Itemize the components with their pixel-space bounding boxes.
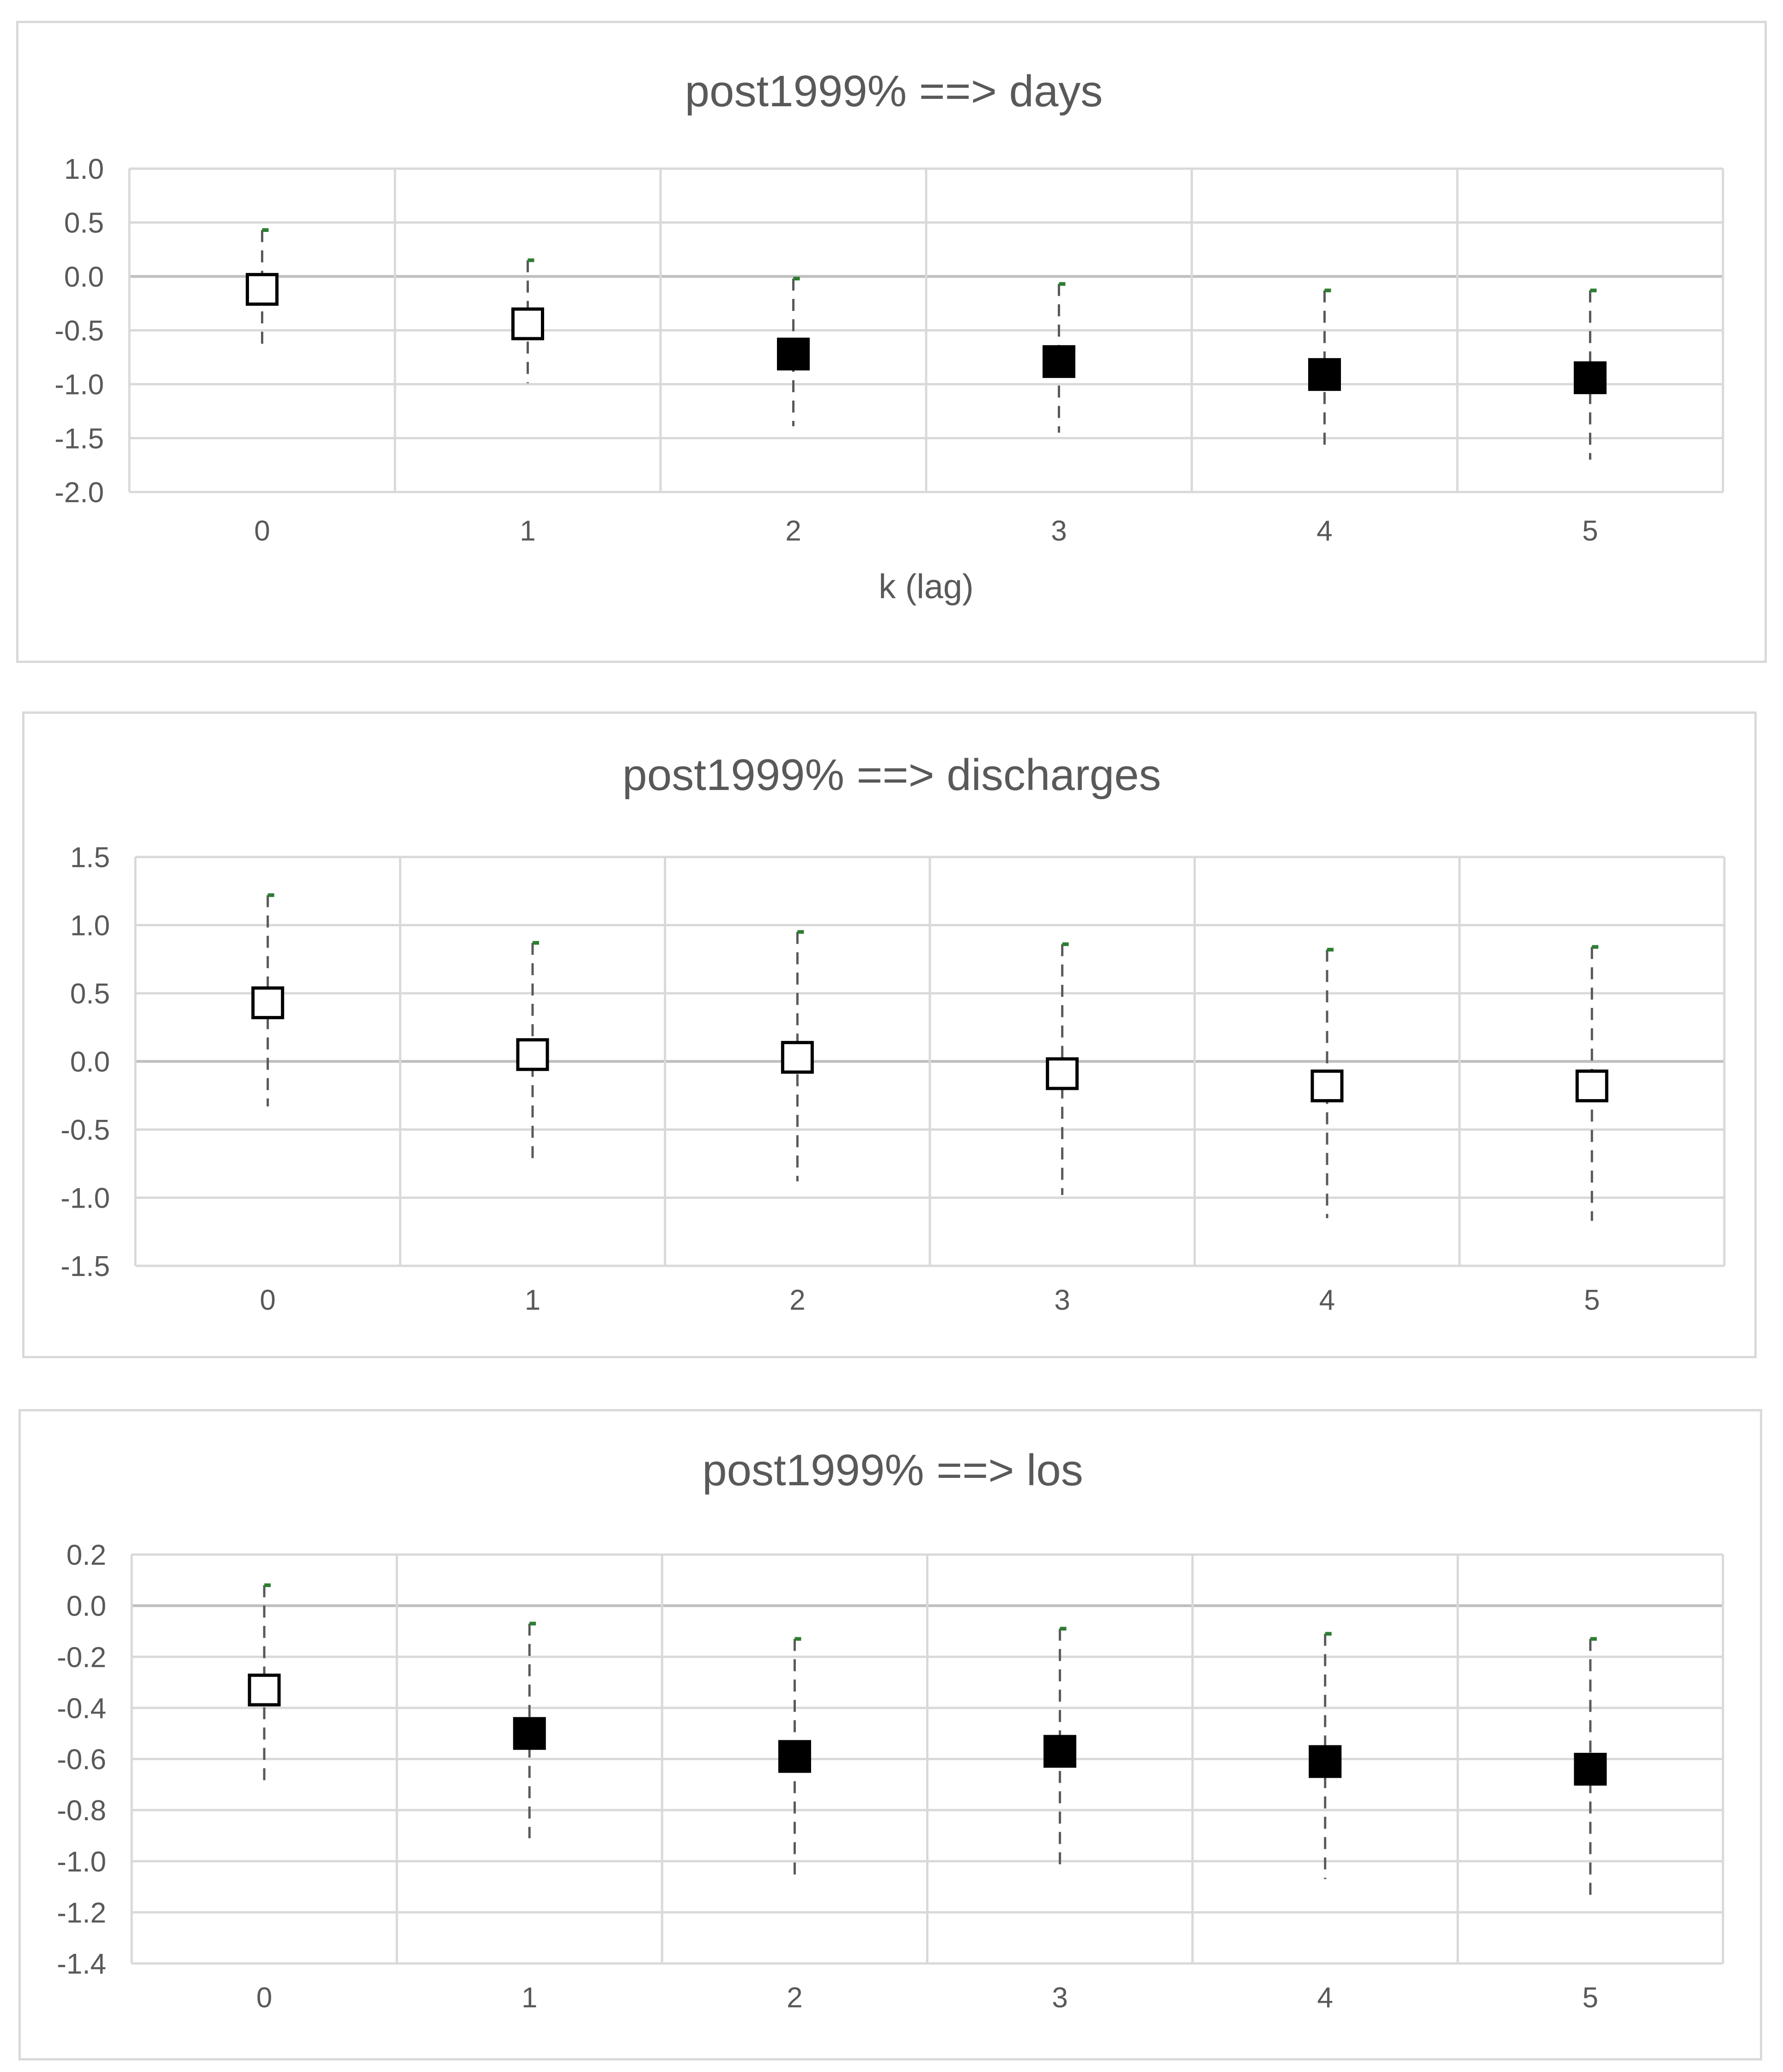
x-tick-label: 2 xyxy=(787,1982,802,2014)
y-tick-label: -2.0 xyxy=(55,477,104,509)
x-tick-label: 3 xyxy=(1052,1982,1067,2014)
x-tick-label: 2 xyxy=(785,515,801,547)
x-tick-label: 5 xyxy=(1583,1982,1598,2014)
x-tick-label: 4 xyxy=(1316,515,1332,547)
x-tick-label: 1 xyxy=(520,515,535,547)
y-tick-label: 0.0 xyxy=(70,1046,110,1078)
y-tick-label: -0.5 xyxy=(61,1114,110,1146)
point-estimate-significant xyxy=(1043,1735,1077,1768)
point-estimate xyxy=(781,1041,814,1074)
x-tick-label: 0 xyxy=(254,515,270,547)
point-estimate xyxy=(1575,1069,1608,1103)
y-tick-label: 1.0 xyxy=(64,153,104,185)
x-tick-label: 0 xyxy=(256,1982,272,2014)
x-tick-label: 2 xyxy=(789,1284,805,1316)
point-estimate-significant xyxy=(1043,345,1075,378)
y-tick-label: -0.6 xyxy=(57,1744,106,1776)
chart-title: post1999% ==> days xyxy=(685,67,1103,116)
x-tick-label: 0 xyxy=(260,1284,275,1316)
x-tick-label: 3 xyxy=(1054,1284,1070,1316)
y-tick-label: -1.0 xyxy=(57,1846,106,1878)
y-tick-label: 0.0 xyxy=(64,261,104,293)
x-axis-label: k (lag) xyxy=(879,567,974,606)
y-tick-label: 1.5 xyxy=(70,842,110,874)
y-tick-label: 1.0 xyxy=(70,910,110,942)
point-estimate-significant xyxy=(777,337,810,371)
point-estimate-significant xyxy=(1574,1753,1607,1786)
chart-days: post1999% ==> days 1.0 0.5 0.0 -0.5 -1.0 -1.5 -… xyxy=(55,67,1724,606)
x-tick-label: 5 xyxy=(1584,1284,1600,1316)
x-tick-label: 4 xyxy=(1317,1982,1333,2014)
x-tick-label: 1 xyxy=(525,1284,540,1316)
y-tick-label: -1.0 xyxy=(61,1183,110,1215)
chart-panel-los: post1999% ==> los 0.2 0.0 -0.2 -0.4 -0.6 -0.8 -… xyxy=(18,1409,1762,2060)
point-estimate xyxy=(1046,1057,1079,1090)
point-estimate xyxy=(246,273,279,306)
point-estimate-significant xyxy=(1309,1745,1342,1778)
point-estimate-significant xyxy=(778,1740,811,1773)
chart-discharges: post1999% ==> discharges 1.5 1.0 0.5 0.0 -0.5… xyxy=(61,750,1726,1316)
y-tick-label: -0.2 xyxy=(57,1641,106,1673)
y-tick-label: -0.4 xyxy=(57,1693,106,1725)
point-estimate-significant xyxy=(1574,361,1607,395)
y-tick-label: -1.5 xyxy=(61,1251,110,1282)
point-estimate xyxy=(511,307,544,340)
x-tick-label: 5 xyxy=(1582,515,1598,547)
point-estimate xyxy=(248,1673,281,1707)
x-tick-label: 3 xyxy=(1051,515,1067,547)
point-estimate xyxy=(516,1038,549,1071)
point-estimate-significant xyxy=(1308,358,1341,391)
y-tick-label: 0.5 xyxy=(70,978,110,1010)
point-estimate xyxy=(1310,1069,1344,1103)
y-tick-label: -1.0 xyxy=(55,369,104,401)
x-tick-label: 4 xyxy=(1319,1284,1335,1316)
y-tick-label: -0.8 xyxy=(57,1795,106,1827)
y-tick-label: -1.2 xyxy=(57,1897,106,1929)
y-tick-label: 0.5 xyxy=(64,207,104,239)
point-estimate-significant xyxy=(513,1717,546,1750)
y-tick-label: 0.0 xyxy=(67,1591,106,1622)
chart-title: post1999% ==> los xyxy=(702,1446,1083,1495)
chart-title: post1999% ==> discharges xyxy=(622,750,1161,800)
x-tick-label: 1 xyxy=(522,1982,537,2014)
y-tick-label: -1.4 xyxy=(57,1948,106,1980)
y-tick-label: -0.5 xyxy=(55,315,104,347)
y-tick-label: 0.2 xyxy=(67,1539,106,1571)
chart-panel-discharges: post1999% ==> discharges 1.5 1.0 0.5 0.0 -0.5… xyxy=(22,711,1757,1358)
chart-los: post1999% ==> los 0.2 0.0 -0.2 -0.4 -0.6 -0.8 -… xyxy=(57,1446,1724,2014)
chart-panel-days: post1999% ==> days 1.0 0.5 0.0 -0.5 -1.0 -1.5 -… xyxy=(16,21,1767,663)
y-tick-label: -1.5 xyxy=(55,423,104,455)
point-estimate xyxy=(251,986,285,1020)
